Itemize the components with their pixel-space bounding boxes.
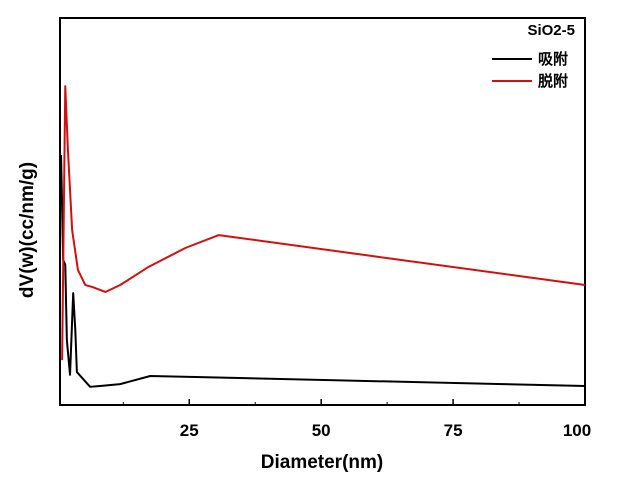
series-line-adsorption (60, 154, 586, 388)
x-tick-label: 100 (563, 421, 591, 440)
x-tick-label: 75 (444, 421, 463, 440)
x-tick-label: 50 (312, 421, 331, 440)
legend-title: SiO2-5 (527, 22, 575, 39)
legend: SiO2-5 吸附 脱附 (492, 22, 575, 90)
series-line-desorption (61, 85, 586, 361)
legend-label-adsorption: 吸附 (538, 50, 568, 68)
x-axis-label: Diameter(nm) (261, 452, 383, 473)
legend-label-desorption: 脱附 (538, 72, 568, 90)
y-axis-label: dV(w)(cc/nm/g) (17, 162, 38, 298)
x-tick-label: 25 (180, 421, 199, 440)
plot-frame (59, 17, 586, 406)
